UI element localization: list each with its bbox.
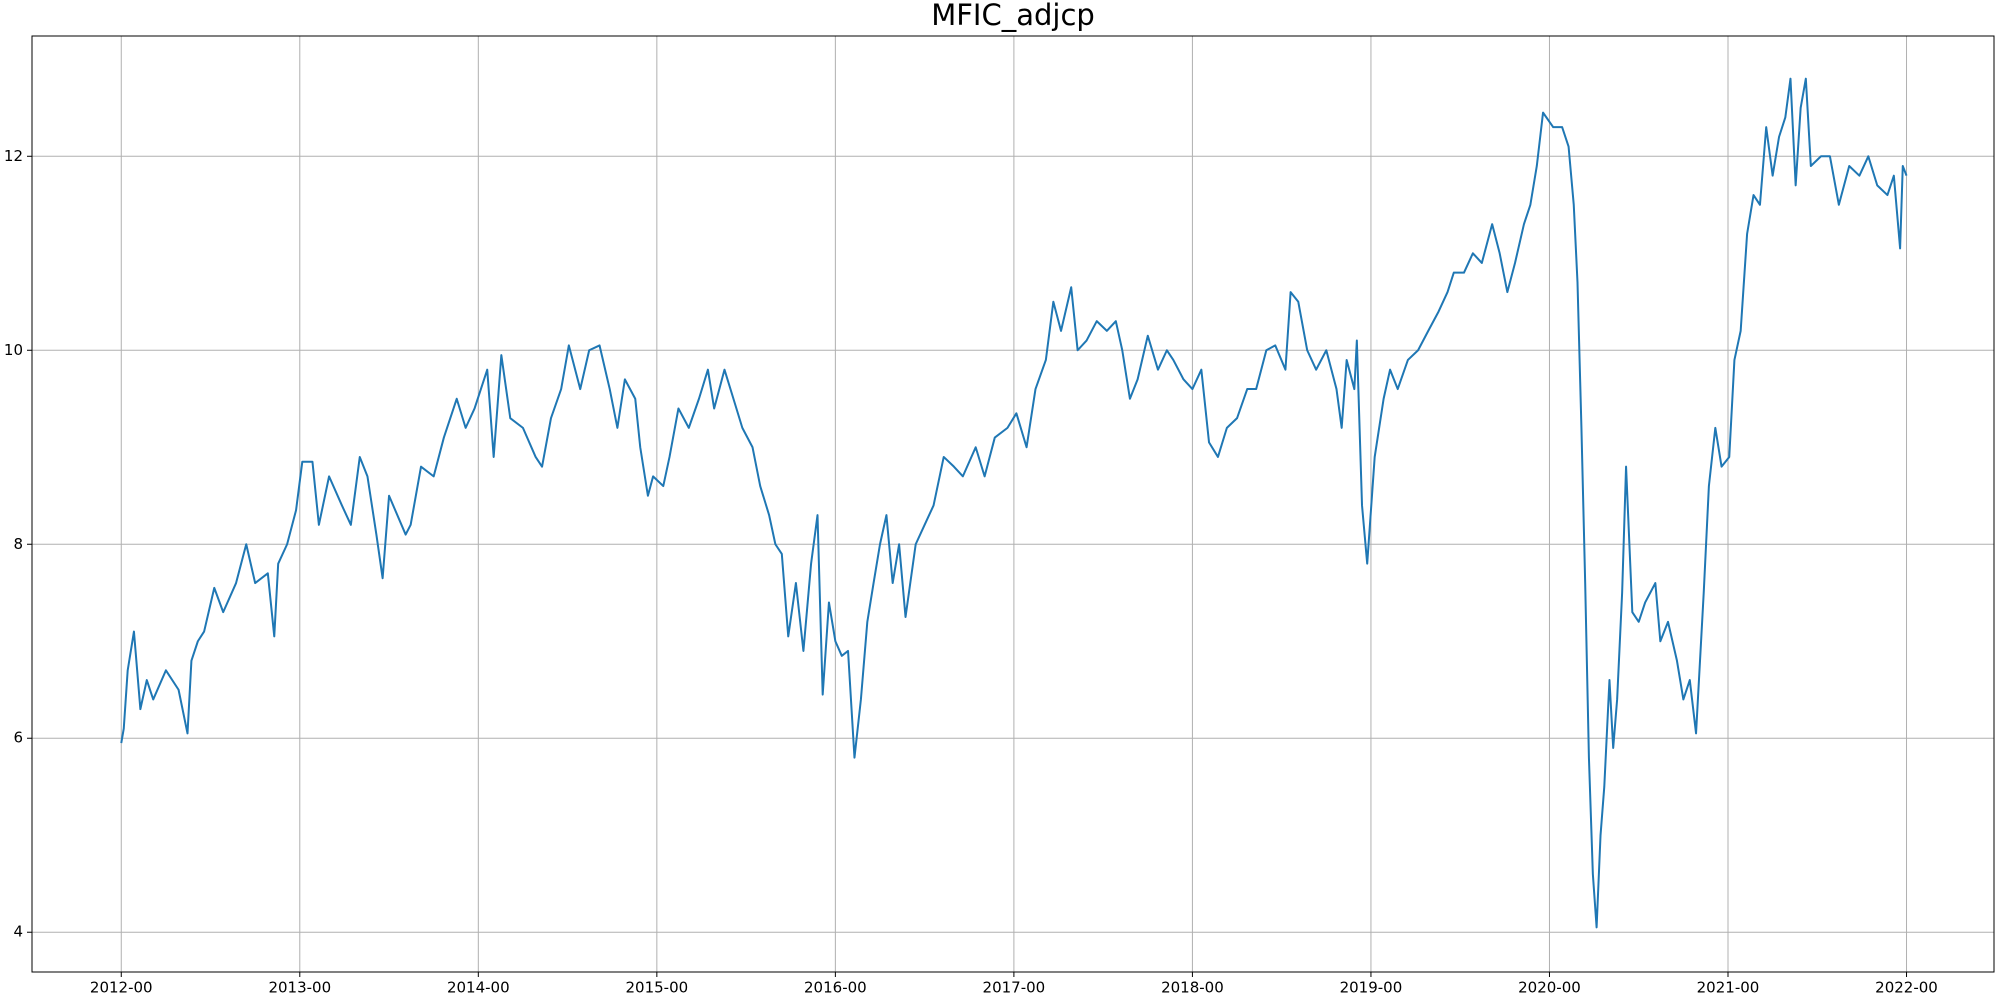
y-tick-label: 12 (4, 147, 23, 165)
x-tick-label: 2013-00 (268, 979, 331, 997)
x-tick-label: 2012-00 (90, 979, 153, 997)
data-line (120, 77, 1908, 929)
x-tick-label: 2022-00 (1875, 979, 1938, 997)
x-tick-label: 2016-00 (804, 979, 867, 997)
y-tick-label: 4 (13, 923, 23, 941)
plot-frame (31, 35, 1995, 973)
x-tick-label: 2017-00 (983, 979, 1046, 997)
chart-title: MFIC_adjcp (931, 0, 1095, 32)
x-tick-label: 2021-00 (1697, 979, 1760, 997)
y-tick-label: 10 (4, 341, 23, 359)
x-tick-label: 2020-00 (1518, 979, 1581, 997)
y-tick-label: 8 (13, 535, 23, 553)
x-tick-label: 2018-00 (1161, 979, 1224, 997)
x-tick-label: 2015-00 (625, 979, 688, 997)
x-tick-label: 2014-00 (447, 979, 510, 997)
y-tick-label: 6 (13, 729, 23, 747)
x-tick-label: 2019-00 (1340, 979, 1403, 997)
